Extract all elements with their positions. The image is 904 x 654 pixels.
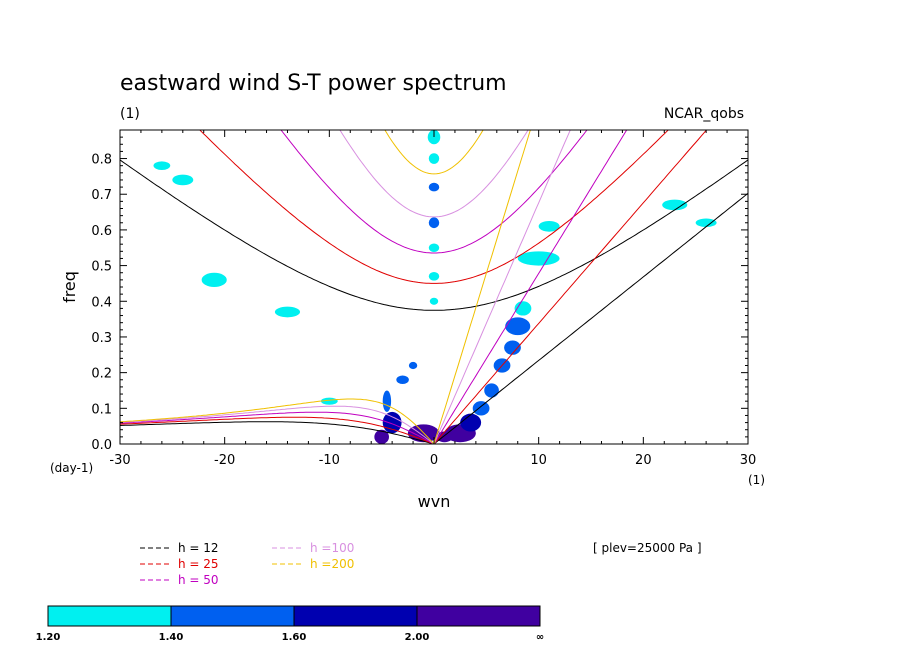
kelvin-wave-curve-h200 (433, 130, 531, 444)
power-region-16 (472, 401, 490, 416)
legend-label: h = 25 (178, 557, 219, 571)
power-region-28 (662, 199, 688, 211)
colorbar-segment (170, 605, 295, 627)
power-region-4 (428, 243, 440, 253)
pressure-level-label: [ plev=25000 Pa ] (593, 541, 702, 555)
rossby-wave-curve-h50 (120, 411, 435, 444)
x-axis-ticks: -30 -20 -10 0 10 20 30 (109, 130, 756, 468)
colorbar-segment (47, 605, 172, 627)
colorbar: 1.20 1.40 1.60 2.00 ∞ (36, 605, 544, 643)
colorbar-label: 1.20 (36, 632, 61, 643)
kelvin-wave-curve-h100 (433, 130, 571, 444)
colorbar-segment (416, 605, 541, 627)
kelvin-wave-curve-h12 (433, 192, 748, 444)
chart-title: eastward wind S-T power spectrum (120, 71, 507, 96)
x-tick-label: -20 (214, 453, 235, 468)
x-axis-label: wvn (418, 492, 451, 511)
gravity-wave-curve-h25 (199, 130, 669, 284)
power-region-0 (427, 130, 441, 145)
gravity-wave-curve-h200 (384, 130, 484, 175)
kelvin-wave-curve-h50 (433, 130, 628, 444)
x-tick-label: -10 (319, 453, 340, 468)
power-region-24 (201, 272, 227, 288)
y-tick-label: 0.0 (91, 438, 112, 453)
y-tick-label: 0.8 (91, 153, 112, 168)
power-region-17 (484, 383, 499, 398)
power-region-23 (538, 220, 560, 232)
colorbar-label: 2.00 (405, 632, 430, 643)
power-region-22 (517, 251, 560, 266)
power-region-11 (382, 390, 392, 412)
rossby-wave-curve-h100 (120, 405, 435, 444)
kelvin-wave-curve-h25 (433, 130, 708, 444)
power-region-6 (429, 297, 439, 305)
colorbar-label: 1.40 (159, 632, 184, 643)
rossby-wave-curve-h200 (120, 398, 435, 444)
gravity-wave-curve-h100 (339, 130, 529, 218)
legend-label: h =200 (310, 557, 354, 571)
power-spectrum-shading (153, 130, 717, 444)
dispersion-curves (120, 130, 748, 444)
rossby-wave-curve-h25 (120, 416, 435, 444)
power-region-1 (428, 153, 440, 164)
chart-subtitle-left: (1) (120, 106, 140, 122)
y-axis-label: freq (60, 271, 79, 303)
y-unit-label: (day-1) (50, 461, 93, 475)
legend-label: h = 12 (178, 541, 219, 555)
power-region-20 (505, 317, 531, 336)
gravity-wave-curve-h12 (120, 159, 748, 311)
y-tick-label: 0.7 (91, 188, 112, 203)
power-region-10 (382, 411, 402, 434)
power-region-29 (695, 218, 717, 228)
chart-subtitle-right: NCAR_qobs (664, 106, 744, 122)
power-region-3 (428, 217, 440, 229)
power-region-26 (172, 174, 194, 186)
legend: h = 12 h = 25 h = 50 h =100 h =200 (140, 541, 354, 587)
y-tick-label: 0.2 (91, 367, 112, 382)
x-tick-label: 0 (430, 453, 438, 468)
y-tick-label: 0.4 (91, 295, 112, 310)
x-tick-label: 20 (635, 453, 652, 468)
x-tick-label: 10 (530, 453, 547, 468)
power-region-2 (428, 182, 440, 192)
y-tick-label: 0.6 (91, 224, 112, 239)
power-region-5 (428, 272, 440, 281)
colorbar-label: ∞ (536, 632, 544, 643)
power-region-25 (274, 306, 301, 318)
rossby-wave-curve-h12 (120, 421, 435, 444)
y-axis-ticks: 0.0 0.1 0.2 0.3 0.4 0.5 0.6 0.7 0.8 (91, 136, 748, 453)
y-tick-label: 0.3 (91, 331, 112, 346)
power-region-9 (374, 429, 389, 444)
legend-label: h = 50 (178, 573, 219, 587)
gravity-wave-curve-h50 (280, 130, 588, 254)
colorbar-label: 1.60 (282, 632, 307, 643)
power-region-27 (153, 161, 171, 170)
y-tick-label: 0.1 (91, 402, 112, 417)
power-region-19 (504, 340, 521, 355)
power-region-8 (408, 361, 418, 370)
colorbar-segment (293, 605, 418, 627)
x-tick-label: -30 (109, 453, 130, 468)
power-region-15 (460, 413, 482, 432)
legend-label: h =100 (310, 541, 354, 555)
x-tick-label: 30 (740, 453, 757, 468)
y-tick-label: 0.5 (91, 260, 112, 275)
power-region-7 (396, 375, 409, 385)
x-unit-label: (1) (748, 473, 765, 487)
